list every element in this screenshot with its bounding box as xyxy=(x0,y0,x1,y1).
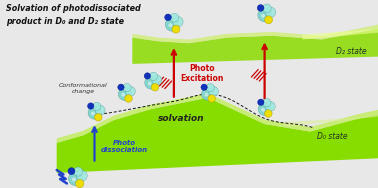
Circle shape xyxy=(95,105,105,115)
Circle shape xyxy=(118,84,124,90)
Text: solvation: solvation xyxy=(158,114,205,123)
Circle shape xyxy=(169,23,172,27)
Circle shape xyxy=(172,25,180,33)
Text: Conformational
change: Conformational change xyxy=(59,83,107,94)
Circle shape xyxy=(68,168,75,175)
Polygon shape xyxy=(132,23,378,43)
Polygon shape xyxy=(57,98,378,173)
Circle shape xyxy=(94,114,102,121)
Circle shape xyxy=(121,93,125,97)
Circle shape xyxy=(76,179,84,188)
Polygon shape xyxy=(302,26,378,39)
Circle shape xyxy=(265,110,272,117)
Circle shape xyxy=(165,14,171,21)
Circle shape xyxy=(123,83,131,92)
Circle shape xyxy=(258,103,271,115)
Text: product in D₀ and D₂ state: product in D₀ and D₂ state xyxy=(6,17,124,26)
Circle shape xyxy=(72,177,76,181)
Circle shape xyxy=(151,83,159,91)
Circle shape xyxy=(261,108,265,112)
Circle shape xyxy=(265,102,275,111)
Circle shape xyxy=(201,88,214,100)
Circle shape xyxy=(258,99,264,105)
Text: D₀ state: D₀ state xyxy=(317,132,348,141)
Text: Solvation of photodissociated: Solvation of photodissociated xyxy=(6,4,140,13)
Circle shape xyxy=(170,13,179,22)
Circle shape xyxy=(76,170,87,181)
Circle shape xyxy=(208,95,215,102)
Circle shape xyxy=(93,102,101,111)
Circle shape xyxy=(152,75,162,85)
Circle shape xyxy=(145,76,158,89)
Circle shape xyxy=(91,112,95,115)
Polygon shape xyxy=(132,26,378,64)
Circle shape xyxy=(73,167,83,176)
Text: Photo
dissociation: Photo dissociation xyxy=(101,140,148,153)
Circle shape xyxy=(125,95,132,102)
Polygon shape xyxy=(284,113,378,127)
Circle shape xyxy=(201,84,207,90)
Circle shape xyxy=(206,83,214,92)
Circle shape xyxy=(144,73,150,79)
Circle shape xyxy=(204,93,208,97)
Circle shape xyxy=(149,72,158,80)
Polygon shape xyxy=(57,93,378,143)
Circle shape xyxy=(265,16,273,24)
Circle shape xyxy=(68,172,83,186)
Circle shape xyxy=(258,8,271,22)
Circle shape xyxy=(173,17,183,27)
Circle shape xyxy=(125,86,135,96)
Circle shape xyxy=(263,4,271,13)
Circle shape xyxy=(257,5,264,11)
Circle shape xyxy=(261,14,265,18)
Circle shape xyxy=(88,106,101,119)
Circle shape xyxy=(263,99,271,107)
Text: Photo
Excitation: Photo Excitation xyxy=(181,64,224,83)
Circle shape xyxy=(148,82,152,85)
Circle shape xyxy=(265,7,276,17)
Circle shape xyxy=(88,103,94,109)
Text: D₂ state: D₂ state xyxy=(336,47,367,56)
Circle shape xyxy=(209,86,218,96)
Circle shape xyxy=(165,18,179,31)
Circle shape xyxy=(118,88,131,100)
